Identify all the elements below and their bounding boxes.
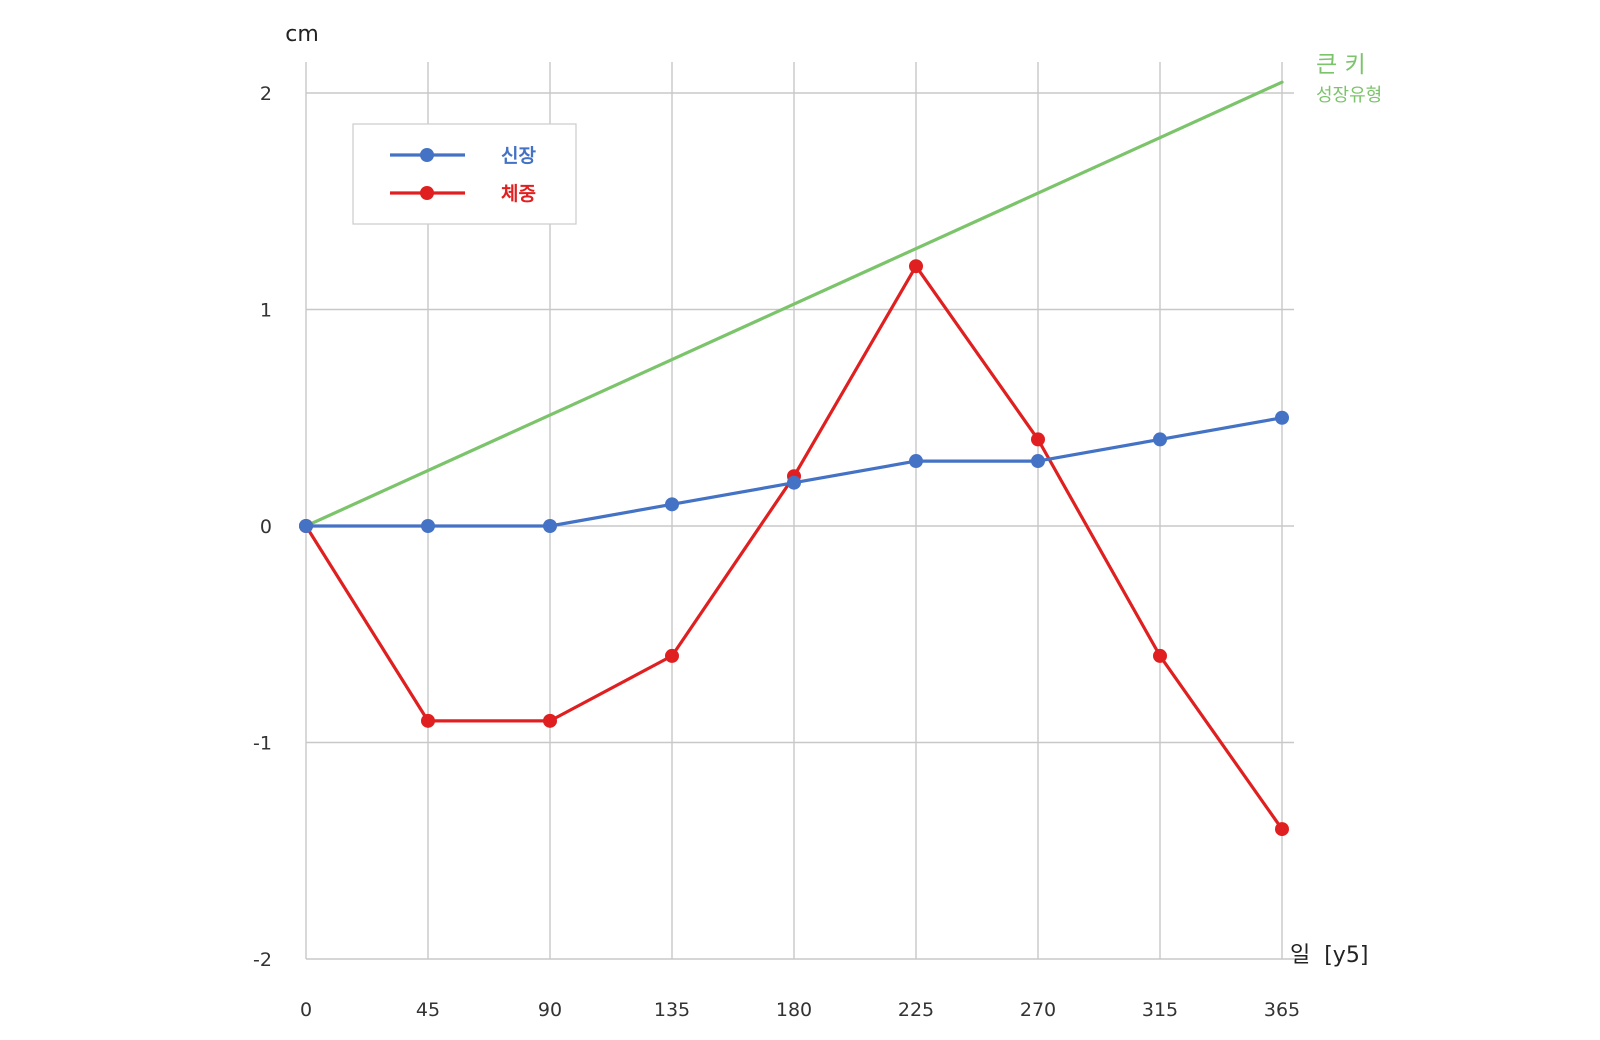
data-point — [1153, 432, 1167, 447]
y-tick-label: 2 — [260, 83, 272, 105]
x-tick-label: 90 — [538, 999, 562, 1021]
legend-box — [352, 123, 577, 225]
data-point — [1275, 822, 1289, 837]
data-point — [421, 713, 435, 728]
y-tick-label: -2 — [253, 949, 272, 971]
y-tick-label: 0 — [260, 516, 272, 538]
reference-line-sublabel: 성장유형 — [1316, 85, 1382, 106]
reference-line — [304, 80, 1284, 528]
reference-line-label: 큰 키 — [1316, 52, 1366, 78]
legend-label: 신장 — [501, 145, 536, 167]
y-tick-label: -1 — [253, 733, 272, 755]
data-point — [909, 259, 923, 274]
data-point — [421, 519, 435, 533]
y-axis-ticks: 2 1 0 -1 -2 — [253, 83, 272, 971]
x-tick-label: 0 — [300, 999, 312, 1021]
x-tick-label: 315 — [1142, 999, 1178, 1021]
series-group — [299, 259, 1289, 837]
data-point — [1031, 454, 1045, 469]
y-tick-label: 1 — [260, 300, 272, 322]
x-tick-label: 365 — [1264, 999, 1300, 1021]
data-point — [543, 519, 557, 533]
reference-line-group — [304, 80, 1284, 528]
legend-marker — [420, 148, 434, 162]
data-point — [665, 648, 679, 663]
data-point — [787, 475, 801, 490]
data-point — [299, 519, 313, 533]
data-point — [1031, 432, 1045, 447]
x-tick-label: 270 — [1020, 999, 1056, 1021]
data-point — [665, 497, 679, 512]
data-point — [1153, 648, 1167, 663]
data-point — [543, 713, 557, 728]
x-tick-label: 45 — [416, 999, 440, 1021]
x-tick-label: 135 — [654, 999, 690, 1021]
x-axis-ticks: 0 45 90 135 180 225 270 315 365 — [300, 999, 1300, 1021]
x-tick-label: 225 — [898, 999, 934, 1021]
legend-marker — [420, 186, 434, 200]
series-1 — [299, 410, 1289, 533]
data-point — [909, 454, 923, 469]
x-tick-label: 180 — [776, 999, 812, 1021]
y-axis-unit-label: cm — [285, 22, 319, 47]
x-axis-unit-label: 일 [y5] — [1290, 943, 1368, 968]
data-point — [1275, 410, 1289, 425]
legend-label: 체중 — [501, 183, 536, 205]
